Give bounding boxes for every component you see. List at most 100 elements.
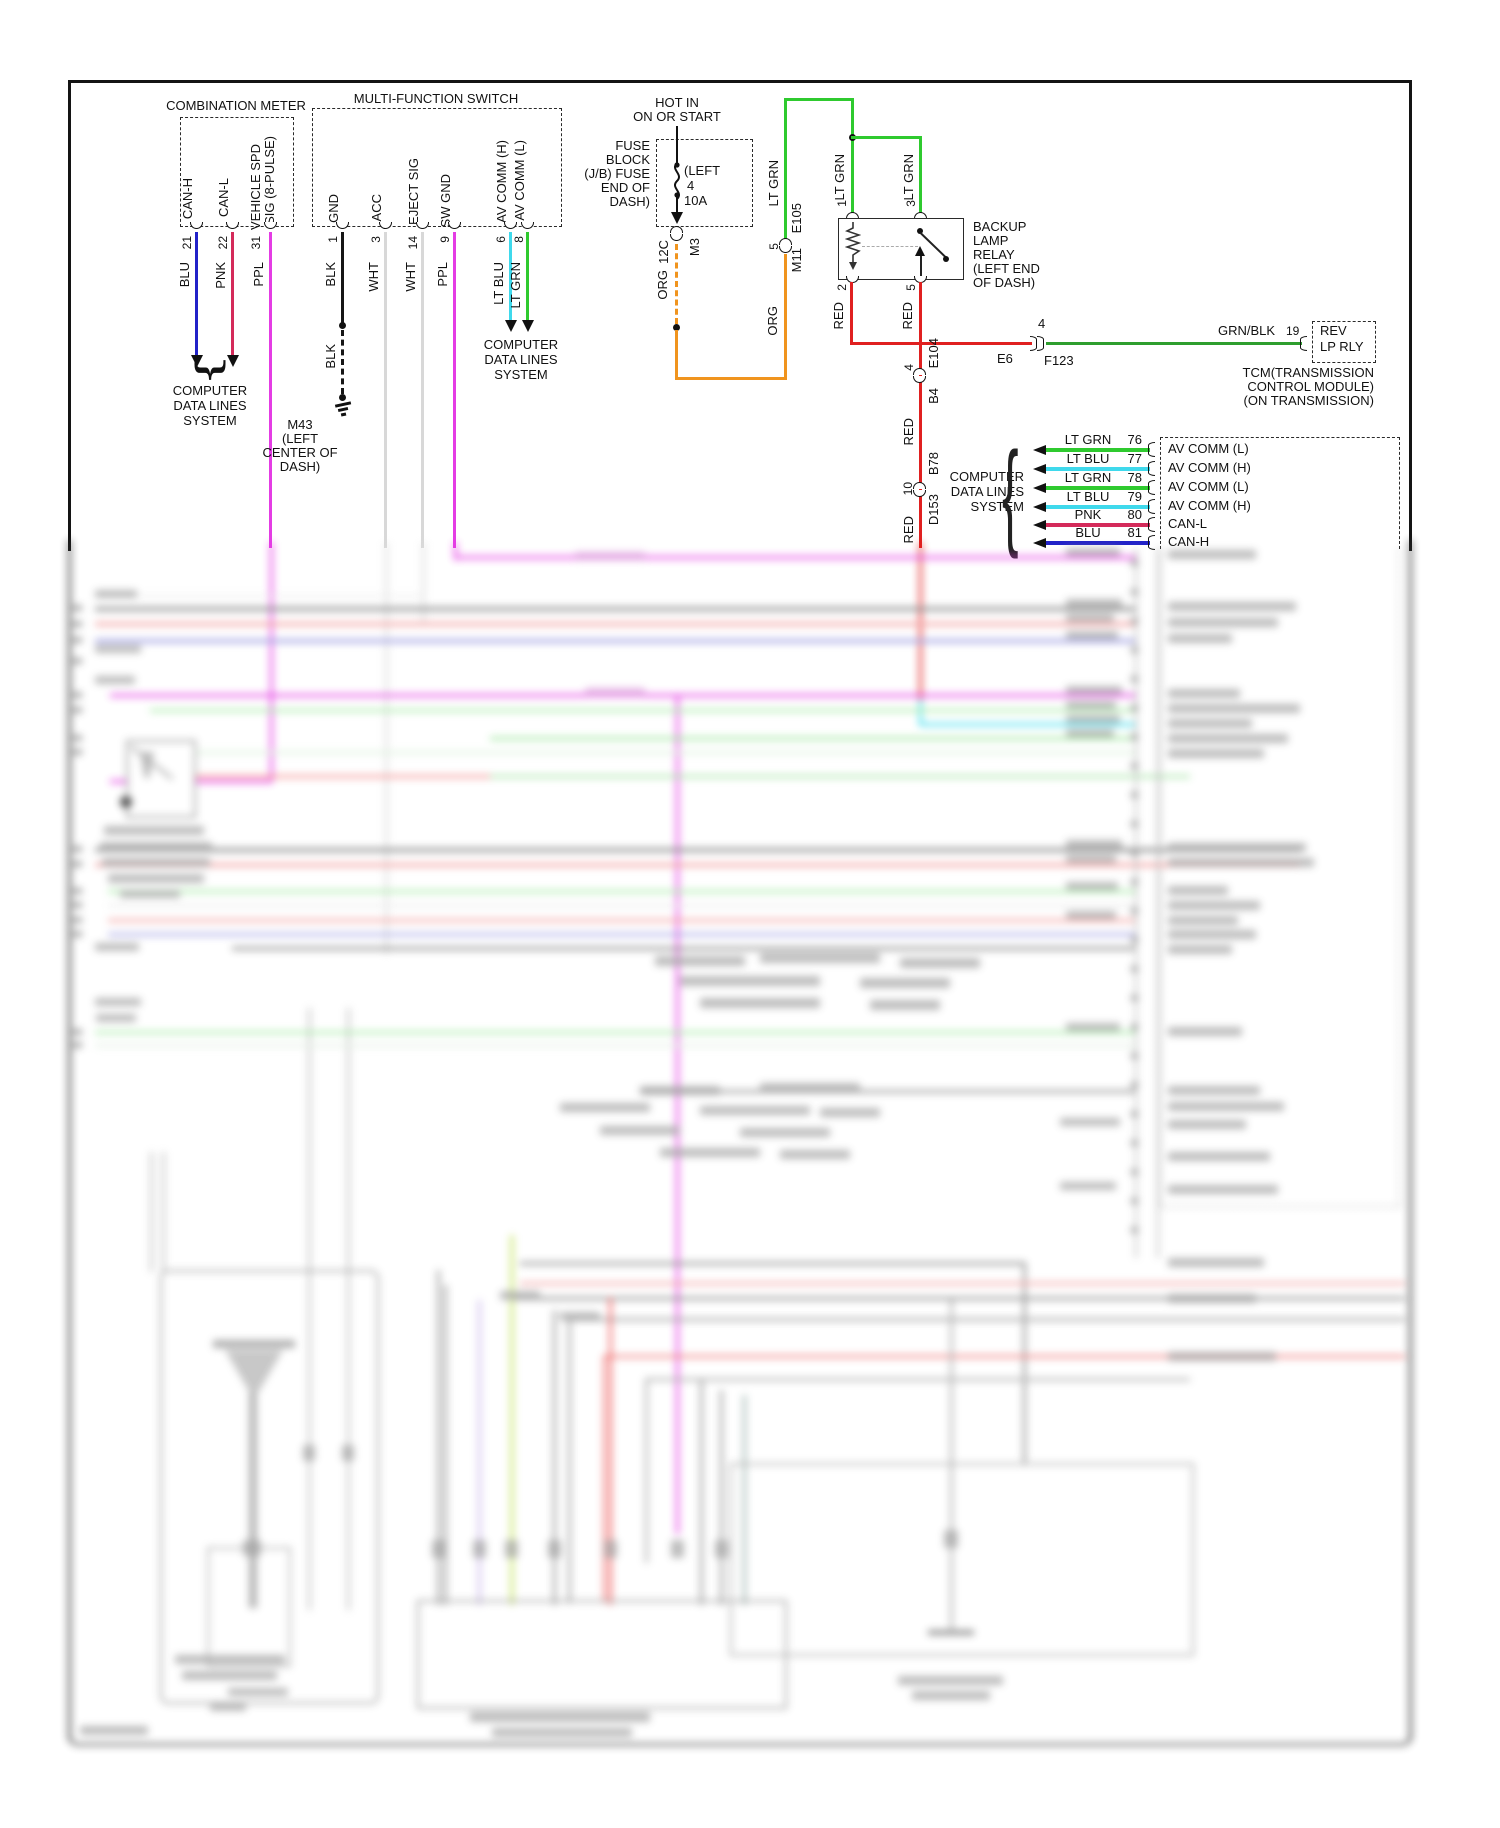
connector-code: E6 [997, 351, 1013, 366]
row-signal-name: AV COMM (L) [1168, 441, 1249, 456]
wire-org [675, 377, 787, 380]
page-border-frame-lower [68, 540, 1412, 1746]
wire-ltgrn-av-comm-l [526, 232, 529, 322]
multi-function-switch-box [312, 108, 562, 227]
row-wire-label: LT BLU [1066, 489, 1110, 504]
destination-label: COMPUTER [172, 383, 248, 398]
wire-pnk-can-l [231, 232, 234, 356]
fuse-location: (LEFT [684, 163, 721, 178]
destination-label: SYSTEM [183, 413, 237, 428]
cdls-title: COMPUTER [949, 469, 1024, 484]
wire-ltgrn-bridge [851, 136, 922, 139]
ground-code: M43 [287, 417, 313, 432]
arrow-down-icon [505, 320, 517, 332]
fuse-block-label: FUSE [615, 138, 650, 153]
fuse-block-label: DASH) [609, 194, 650, 209]
bottom-left-box [160, 1270, 379, 1704]
relay-title: OF DASH) [973, 275, 1036, 290]
fuse-box [656, 139, 753, 227]
wire-row [1046, 541, 1150, 545]
rev-lp-rly-box [1312, 321, 1376, 363]
arrow-left-icon [1033, 520, 1046, 530]
connector-icon [1030, 336, 1037, 351]
av-unit-dashed-box [1160, 437, 1400, 549]
wire-org [675, 330, 678, 380]
arrow-left-icon [1033, 538, 1046, 548]
row-signal-name: AV COMM (L) [1168, 479, 1249, 494]
multi-function-switch-title: MULTI-FUNCTION SWITCH [353, 91, 519, 106]
arrow-down-icon [671, 212, 683, 224]
tcm-label: CONTROL MODULE) [1247, 379, 1374, 394]
fuse-number: 4 [687, 178, 695, 193]
hot-label: ON OR START [633, 109, 721, 124]
pin-number: 19 [1286, 324, 1300, 338]
connector-icon [1148, 461, 1155, 476]
arrow-down-icon [227, 355, 239, 367]
relay-title: (LEFT END [973, 261, 1040, 276]
destination-label: DATA LINES [173, 398, 247, 413]
row-pin-number: 80 [1127, 507, 1142, 522]
arrow-left-icon [1033, 445, 1046, 455]
fuse-block-label: (J/B) FUSE [584, 166, 650, 181]
fuse-amps: 10A [684, 193, 708, 208]
arrow-down-icon [191, 355, 203, 367]
connector-icon [1148, 480, 1155, 495]
ground-location: (LEFT [281, 431, 319, 446]
connector-icon [1148, 517, 1155, 532]
row-pin-number: 77 [1127, 451, 1142, 466]
wire-org [784, 254, 787, 380]
arrow-left-icon [1033, 502, 1046, 512]
relay-title: RELAY [973, 247, 1015, 262]
fuse-block-label: END OF [600, 180, 650, 195]
row-wire-label: PNK [1074, 507, 1102, 522]
wire-row [1046, 467, 1150, 471]
row-pin-number: 76 [1127, 432, 1142, 447]
relay-title: BACKUP [973, 219, 1027, 234]
connector-icon [1148, 499, 1155, 514]
hot-label: HOT IN [655, 95, 699, 110]
page-border-frame [68, 80, 1412, 551]
rev-lp-rly-label: REV [1320, 323, 1347, 338]
wire-blu-can-h [195, 232, 198, 356]
wire-row [1046, 523, 1150, 527]
row-signal-name: AV COMM (H) [1168, 498, 1251, 513]
connector-icon [779, 238, 792, 245]
pin-connector-icon [846, 212, 859, 219]
destination-label: SYSTEM [494, 367, 548, 382]
fuse-block-label: BLOCK [605, 152, 650, 167]
wire-ltblu-av-comm-h [509, 232, 512, 322]
wire-row [1046, 448, 1150, 452]
row-pin-number: 79 [1127, 489, 1142, 504]
ground-location: DASH) [279, 459, 321, 474]
combination-meter-title: COMBINATION METER [166, 98, 306, 113]
wire-row [1046, 486, 1150, 490]
arrow-left-icon [1033, 483, 1046, 493]
destination-label: COMPUTER [483, 337, 559, 352]
connector-icon [1148, 442, 1155, 457]
connector-icon [670, 226, 683, 233]
connector-icon [1037, 336, 1044, 351]
wire-ltgrn [784, 98, 854, 101]
wire-color-label: GRN/BLK [1218, 323, 1276, 338]
row-pin-number: 81 [1127, 525, 1142, 540]
rev-lp-rly-label: LP RLY [1320, 339, 1364, 354]
wire-ppl-sw-gnd [453, 232, 456, 548]
connector-icon [1148, 535, 1155, 550]
arrow-down-icon [522, 320, 534, 332]
pin-connector-icon [914, 212, 927, 219]
wire-blk-gnd [341, 232, 344, 324]
bracket-icon: { [1002, 428, 1019, 560]
wire-red-horizontal [850, 342, 1032, 345]
connector-icon [913, 368, 926, 375]
wire-row [1046, 505, 1150, 509]
wire-blk-dashed [341, 330, 344, 394]
fuse-wire [675, 126, 678, 166]
connector-code: F123 [1044, 353, 1074, 368]
connector-icon [1300, 336, 1307, 351]
row-signal-name: CAN-H [1168, 534, 1210, 549]
wire-org-dashed [675, 244, 678, 324]
row-wire-label: LT GRN [1064, 432, 1112, 447]
row-signal-name: CAN-L [1168, 516, 1208, 531]
